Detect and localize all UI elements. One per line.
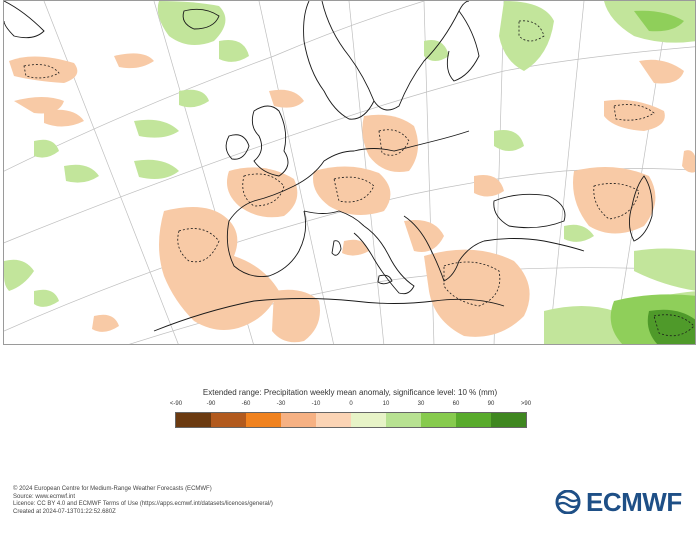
coastlines	[4, 1, 653, 332]
legend-tick-0: <-90	[169, 401, 183, 407]
legend-title: Extended range: Precipitation weekly mea…	[202, 388, 498, 397]
legend-swatch-7	[421, 413, 456, 427]
legend-tick-1: -90	[206, 401, 216, 407]
copyright-line: © 2024 European Centre for Medium-Range …	[13, 486, 212, 492]
legend-tick-9: 90	[487, 401, 495, 407]
legend-tick-4: -10	[311, 401, 321, 407]
legend-swatch-1	[211, 413, 246, 427]
legend-swatch-5	[351, 413, 386, 427]
legend-swatch-9	[491, 413, 526, 427]
ecmwf-logo: ECMWF	[553, 487, 682, 517]
precipitation-anomaly-map	[3, 0, 696, 345]
legend-swatch-0	[176, 413, 211, 427]
legend: Extended range: Precipitation weekly mea…	[0, 388, 700, 428]
legend-tick-10: >90	[520, 401, 532, 407]
credits: © 2024 European Centre for Medium-Range …	[13, 486, 273, 516]
licence-line: Licence: CC BY 4.0 and ECMWF Terms of Us…	[13, 501, 273, 508]
legend-swatch-4	[316, 413, 351, 427]
legend-swatch-3	[281, 413, 316, 427]
dry-anomaly-regions	[9, 53, 695, 343]
legend-swatch-8	[456, 413, 491, 427]
legend-tick-3: -30	[276, 401, 286, 407]
ecmwf-logo-text: ECMWF	[586, 486, 682, 517]
legend-tick-7: 30	[417, 401, 425, 407]
source-line: Source: www.ecmwf.int	[13, 493, 76, 500]
legend-tick-labels: <-90 -90 -60 -30 -10 0 10 30 60 90 >90	[170, 401, 531, 411]
legend-tick-2: -60	[241, 401, 251, 407]
legend-tick-5: 0	[349, 401, 353, 407]
legend-tick-8: 60	[452, 401, 460, 407]
legend-swatch-2	[246, 413, 281, 427]
map-svg	[4, 1, 695, 344]
legend-color-bar	[175, 412, 527, 428]
ecmwf-logo-icon	[555, 490, 581, 514]
significance-contours	[23, 20, 695, 337]
legend-tick-6: 10	[382, 401, 390, 407]
created-line: Created at 2024-07-13T01:22:52.680Z	[13, 508, 116, 515]
legend-swatch-6	[386, 413, 421, 427]
